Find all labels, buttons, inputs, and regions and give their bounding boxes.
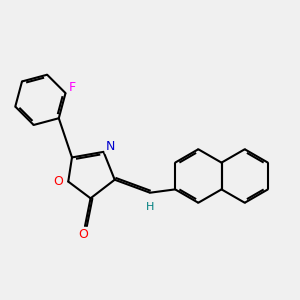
Text: O: O xyxy=(53,175,63,188)
Text: F: F xyxy=(69,81,76,94)
Text: O: O xyxy=(78,228,88,241)
Text: H: H xyxy=(146,202,154,212)
Text: N: N xyxy=(106,140,115,153)
